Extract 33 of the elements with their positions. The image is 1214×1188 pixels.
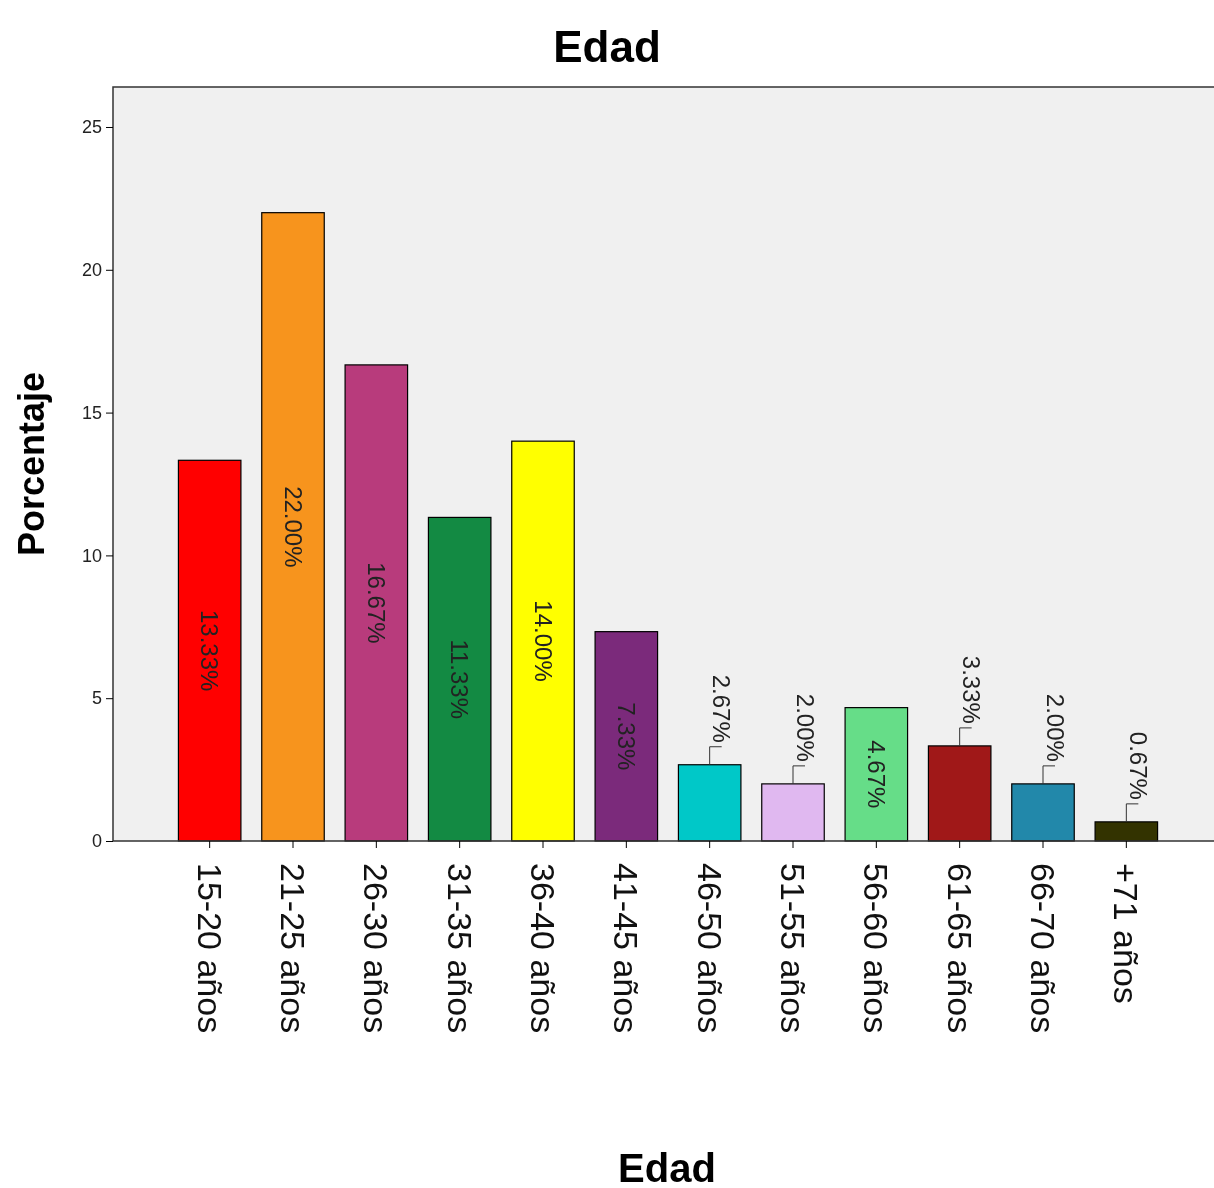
x-tick-label: 15-20 años [190,863,229,1034]
data-label: 3.33% [958,655,986,724]
y-tick-label: 15 [81,402,102,423]
y-tick-label: 0 [91,831,102,852]
data-label: 2.00% [1041,693,1069,762]
y-tick-label: 10 [81,545,102,566]
data-label: 4.67% [862,740,890,809]
x-tick-label: 56-60 años [857,863,896,1034]
data-label: 2.67% [708,674,736,743]
x-tick-label: 61-65 años [940,863,979,1034]
chart-title: Edad [553,22,661,71]
x-tick-label: 51-55 años [774,863,812,1034]
x-tick-label: +71 años [1107,863,1146,1004]
data-label: 13.33% [196,609,224,692]
x-tick-label: 26-30 años [357,863,396,1034]
x-tick-label: 36-40 años [524,863,562,1034]
x-tick-label: 31-35 años [440,863,479,1034]
x-axis-title: Edad [618,1146,716,1188]
y-tick-label: 5 [91,688,102,709]
x-tick-label: 66-70 años [1024,863,1062,1034]
y-tick-label: 25 [81,117,102,138]
y-tick-label: 20 [81,260,102,281]
data-label: 0.67% [1124,731,1152,800]
data-label: 22.00% [279,486,307,568]
y-axis-title: Porcentaje [11,371,52,557]
data-label: 2.00% [791,693,819,762]
data-label: 14.00% [529,600,557,682]
x-tick-label: 41-45 años [607,863,646,1034]
data-label: 16.67% [362,562,390,644]
x-tick-label: 21-25 años [274,863,312,1034]
x-tick-label: 46-50 años [690,863,729,1034]
data-label: 7.33% [612,702,640,771]
data-label: 11.33% [446,639,474,720]
